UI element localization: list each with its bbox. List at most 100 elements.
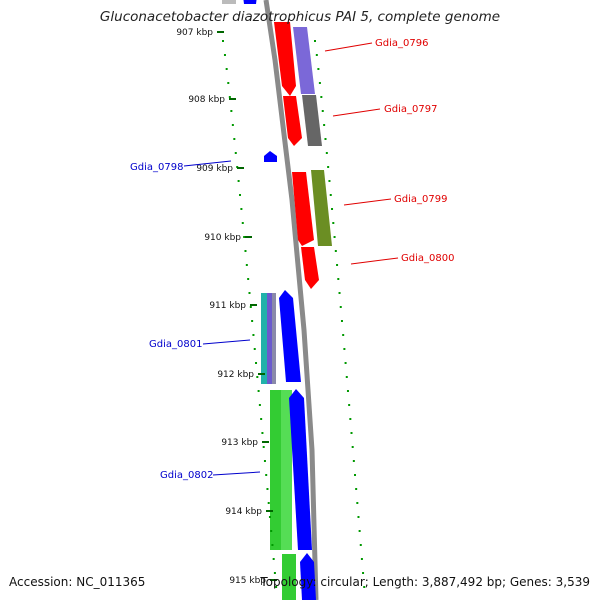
accession-text: Accession: NC_011365 (9, 575, 146, 589)
gc-dot (346, 390, 349, 392)
purple-stripe-feature (267, 293, 272, 384)
purple-feature (293, 27, 315, 94)
gc-dot (256, 376, 259, 378)
cds-gdia-0799 (292, 172, 314, 246)
gc-dot (252, 334, 255, 336)
gc-dot (345, 376, 348, 378)
gc-dot (273, 572, 276, 574)
gc-dot (332, 222, 335, 224)
gc-dot (222, 40, 224, 42)
leader-gdia-0799 (343, 198, 392, 206)
gc-dot (270, 530, 273, 532)
gc-dot (318, 82, 321, 84)
gray-feature (302, 95, 322, 146)
tick-label: 912 kbp (217, 370, 254, 380)
gc-dot (267, 502, 270, 504)
gc-dot (240, 208, 243, 210)
topology-text: Topology: circular; Length: 3,887,492 bp… (260, 575, 590, 589)
cds-gdia-0797 (283, 96, 302, 146)
tick-label: 911 kbp (209, 301, 246, 311)
gc-dot (260, 418, 263, 420)
gc-dot (244, 250, 247, 252)
gc-dot (225, 68, 228, 70)
gc-dot (338, 292, 341, 294)
gc-skew-right-track (314, 40, 366, 588)
gc-dot (349, 418, 352, 420)
gc-dot (329, 194, 332, 196)
tick-label: 915 kbp (229, 576, 266, 586)
gc-dot (327, 166, 330, 168)
gc-dot (321, 110, 324, 112)
gc-dot (231, 124, 234, 126)
gc-dot (271, 544, 274, 546)
leader-gdia-0800 (350, 257, 399, 265)
gc-dot (359, 544, 362, 546)
leader-gdia-0797 (332, 108, 381, 117)
label-gdia-0801: Gdia_0801 (149, 339, 202, 350)
gc-dot (334, 250, 337, 252)
gc-dot (265, 474, 268, 476)
gc-dot (257, 390, 260, 392)
gc-dot (233, 138, 236, 140)
gc-dot (228, 96, 231, 98)
label-gdia-0798: Gdia_0798 (130, 162, 183, 173)
gc-dot (354, 474, 357, 476)
gc-dot (342, 334, 345, 336)
gc-dot (355, 488, 358, 490)
label-gdia-0797: Gdia_0797 (384, 104, 437, 115)
gc-dot (358, 530, 361, 532)
bottom-green-feature (282, 554, 296, 600)
leader-gdia-0801 (202, 339, 251, 345)
gc-dot (325, 152, 328, 154)
gc-dot (223, 54, 226, 56)
gc-dot (333, 236, 336, 238)
gc-dot (320, 96, 323, 98)
gc-dot (314, 40, 316, 42)
gray-stripe-feature (272, 293, 276, 384)
gc-dot (363, 586, 366, 588)
tick-label: 913 kbp (221, 438, 258, 448)
gc-dot (323, 124, 326, 126)
top-blue-feature (243, 0, 257, 4)
gc-dot (362, 572, 365, 574)
gc-dot (234, 152, 237, 154)
gc-dot (241, 222, 244, 224)
gc-skew-left-track (222, 40, 278, 588)
gc-dot (255, 362, 258, 364)
top-gray-feature (222, 0, 236, 4)
gc-dot (248, 292, 251, 294)
gc-dot (328, 180, 331, 182)
label-gdia-0802: Gdia_0802 (160, 470, 213, 481)
gc-dot (357, 516, 360, 518)
gc-dot (258, 404, 261, 406)
gc-dot (247, 278, 250, 280)
gc-dot (227, 82, 230, 84)
tick-label: 907 kbp (176, 28, 213, 38)
genome-backbone (263, 0, 319, 600)
gc-dot (266, 488, 269, 490)
gc-dot (268, 516, 271, 518)
gc-dot (262, 446, 265, 448)
leader-gdia-0798 (183, 160, 232, 167)
gc-dot (324, 138, 327, 140)
coordinate-ticks: 907 kbp 908 kbp 909 kbp 910 kbp 911 kbp 912 k… (176, 28, 277, 586)
olive-feature (311, 170, 332, 246)
gc-dot (351, 446, 354, 448)
gc-dot (331, 208, 334, 210)
gc-dot (344, 362, 347, 364)
cds-gdia-0802-blue (289, 389, 312, 550)
leader-gdia-0796 (324, 42, 373, 52)
tick-label: 908 kbp (188, 95, 225, 105)
cds-gdia-0798 (264, 151, 277, 162)
gc-dot (348, 404, 351, 406)
label-gdia-0800: Gdia_0800 (401, 253, 454, 264)
label-gdia-0799: Gdia_0799 (394, 194, 447, 205)
gc-dot (239, 194, 242, 196)
label-gdia-0796: Gdia_0796 (375, 38, 428, 49)
gc-dot (352, 460, 355, 462)
gc-dot (343, 348, 346, 350)
cyan-feature (261, 293, 267, 384)
gc-dot (360, 558, 363, 560)
tick-label: 914 kbp (225, 507, 262, 517)
